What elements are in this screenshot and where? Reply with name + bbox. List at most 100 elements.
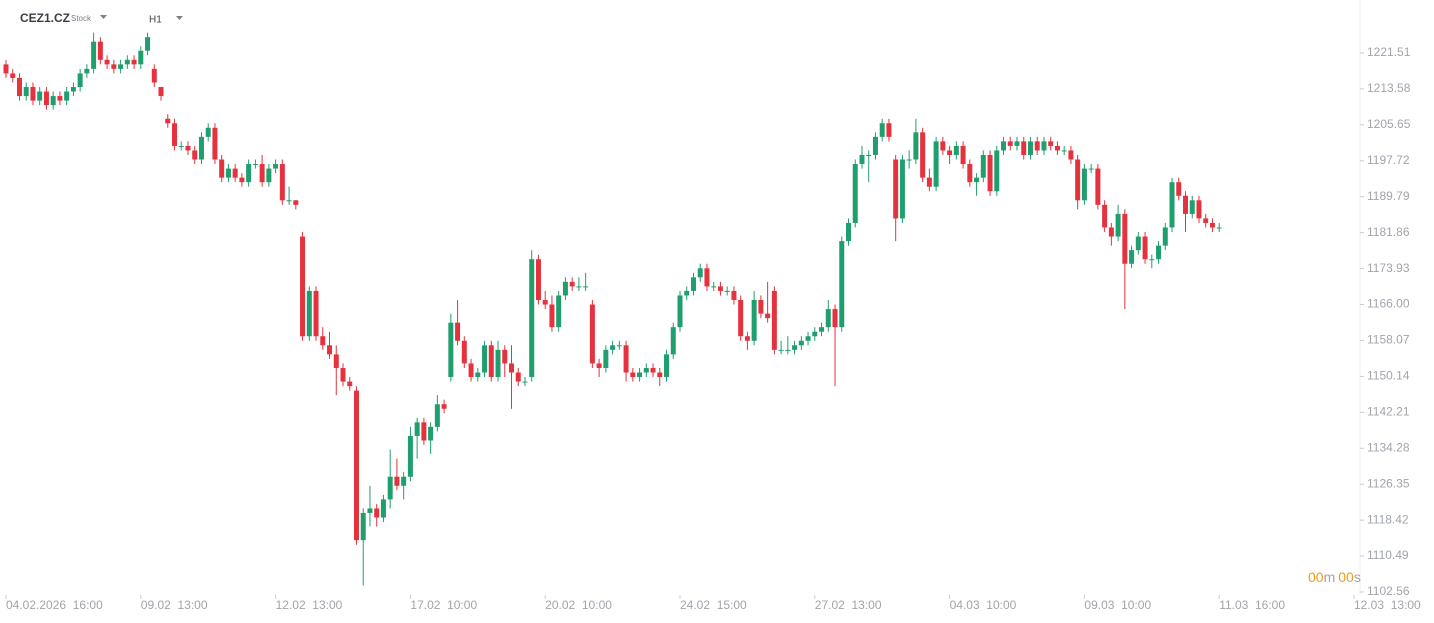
candle-body <box>77 73 83 88</box>
x-tick-label: 27.02 13:00 <box>815 598 882 612</box>
candle-body <box>1196 200 1202 219</box>
candle-body <box>353 390 359 541</box>
candle-body <box>866 154 872 156</box>
y-tick-label: 1166.00 <box>1367 297 1410 311</box>
symbol[interactable]: CEZ1.CZ <box>20 11 70 25</box>
candle-body <box>380 499 386 518</box>
candle-body <box>953 145 959 155</box>
symbol-dropdown[interactable] <box>100 15 107 19</box>
candle-body <box>50 96 56 106</box>
candle-body <box>731 290 737 300</box>
candle-body <box>394 476 400 486</box>
candle-body <box>704 268 710 287</box>
candle-body <box>1007 141 1013 146</box>
candle-body <box>30 87 36 101</box>
candle-body <box>549 304 555 328</box>
y-tick-label: 1221.51 <box>1367 45 1411 59</box>
candle-body <box>347 381 353 387</box>
y-tick-label: 1142.21 <box>1367 405 1410 419</box>
candle-body <box>1108 227 1114 237</box>
candle-body <box>64 91 70 101</box>
candle-body <box>744 336 750 341</box>
candle-body <box>1162 227 1168 246</box>
candle-body <box>1142 236 1148 260</box>
candle-body <box>407 435 413 477</box>
candle-body <box>23 87 29 97</box>
x-tick-label: 24.02 15:00 <box>680 598 747 612</box>
x-tick-label: 12.02 13:00 <box>276 598 343 612</box>
candle-body <box>529 259 535 378</box>
candle-body <box>327 345 333 355</box>
candle-body <box>677 295 683 328</box>
candle-body <box>630 372 636 378</box>
timeframe[interactable]: H1 <box>149 15 162 26</box>
candle-body <box>556 295 562 328</box>
candle-body <box>1129 250 1135 264</box>
candle-body <box>650 367 656 373</box>
y-tick-label: 1205.65 <box>1367 117 1411 131</box>
candle-body <box>738 299 744 337</box>
candle-body <box>475 372 481 378</box>
candle-body <box>933 141 939 187</box>
x-tick-label: 20.02 10:00 <box>545 598 612 612</box>
candle-body <box>751 299 757 341</box>
candle-body <box>145 37 151 51</box>
candle-body <box>610 345 616 350</box>
candle-body <box>778 349 784 351</box>
candle-body <box>596 363 602 368</box>
candle-body <box>293 200 299 205</box>
candle-body <box>212 127 218 160</box>
x-tick-label: 17.02 10:00 <box>410 598 477 612</box>
candle-body <box>859 154 865 165</box>
candle-body <box>495 349 501 378</box>
candle-body <box>664 354 670 378</box>
candle-body <box>886 123 892 137</box>
candle-body <box>104 59 110 65</box>
candle-body <box>542 299 548 305</box>
candle-body <box>192 150 198 160</box>
y-tick-label: 1134.28 <box>1367 440 1410 454</box>
x-tick-label: 09.02 13:00 <box>141 598 208 612</box>
x-tick-label: 11.03 16:00 <box>1219 598 1285 612</box>
candle-body <box>1088 168 1094 170</box>
candle-body <box>367 508 373 513</box>
candle-body <box>940 141 946 151</box>
y-tick-label: 1189.79 <box>1367 189 1410 203</box>
candle-body <box>225 168 231 178</box>
candle-body <box>893 159 899 219</box>
candle-body <box>1135 236 1141 251</box>
candle-body <box>637 372 643 378</box>
candle-body <box>623 345 629 373</box>
candle-body <box>825 309 831 328</box>
candle-body <box>401 476 407 486</box>
candle-body <box>124 59 130 65</box>
candle-body <box>846 222 851 242</box>
candle-body <box>239 177 245 183</box>
candle-body <box>535 259 541 300</box>
candle-body <box>1216 227 1222 229</box>
candle-body <box>37 91 43 101</box>
candle-body <box>974 177 980 183</box>
candle-body <box>252 164 258 166</box>
candle-body <box>414 422 420 436</box>
candle-body <box>172 123 177 146</box>
timeframe-dropdown[interactable] <box>176 16 183 20</box>
candle-body <box>967 164 973 183</box>
candle-body <box>70 87 76 92</box>
candle-body <box>805 336 811 341</box>
y-tick-label: 1173.93 <box>1367 261 1410 275</box>
candle-body <box>1068 150 1074 160</box>
candle-body <box>1209 222 1215 228</box>
candle-body <box>387 476 393 500</box>
y-tick-label: 1158.07 <box>1367 333 1410 347</box>
y-tick-label: 1181.86 <box>1367 225 1410 239</box>
candle-body <box>57 96 63 101</box>
candle-body <box>455 322 461 341</box>
candle-body <box>684 290 690 296</box>
candle-body <box>340 367 346 382</box>
candle-body <box>198 136 204 160</box>
candle-body <box>138 50 144 65</box>
y-tick-label: 1150.14 <box>1367 369 1410 383</box>
candle-body <box>1014 141 1020 146</box>
y-tick-label: 1110.49 <box>1367 548 1409 562</box>
